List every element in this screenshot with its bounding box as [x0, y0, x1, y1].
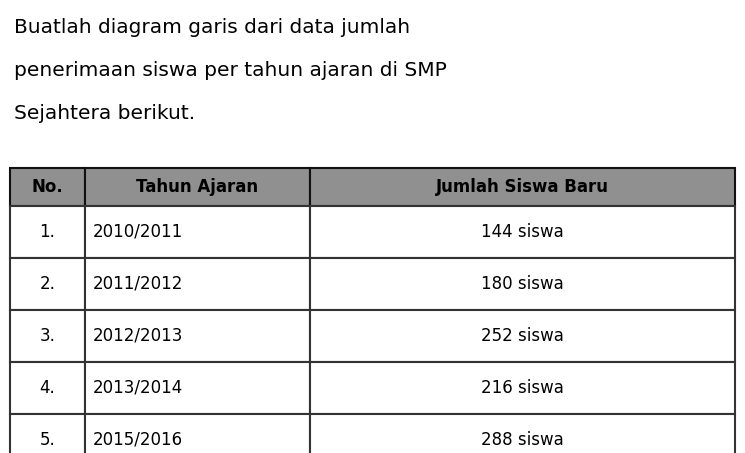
Bar [85, 258, 310, 310]
Bar [310, 310, 735, 362]
Bar [85, 310, 310, 362]
Bar [10, 168, 85, 206]
Text: 2015/2016: 2015/2016 [93, 431, 183, 449]
Bar [10, 362, 85, 414]
Bar [10, 206, 85, 258]
Text: Buatlah diagram garis dari data jumlah: Buatlah diagram garis dari data jumlah [14, 18, 410, 37]
Bar [10, 310, 85, 362]
Text: 180 siswa: 180 siswa [481, 275, 564, 293]
Text: 1.: 1. [39, 223, 55, 241]
Bar [85, 362, 310, 414]
Bar [310, 206, 735, 258]
Bar [310, 414, 735, 453]
Bar [10, 414, 85, 453]
Text: 2012/2013: 2012/2013 [93, 327, 183, 345]
Text: 216 siswa: 216 siswa [481, 379, 564, 397]
Text: Sejahtera berikut.: Sejahtera berikut. [14, 104, 195, 123]
Text: penerimaan siswa per tahun ajaran di SMP: penerimaan siswa per tahun ajaran di SMP [14, 61, 447, 80]
Bar [310, 258, 735, 310]
Text: 4.: 4. [39, 379, 55, 397]
Bar [310, 362, 735, 414]
Text: Jumlah Siswa Baru: Jumlah Siswa Baru [436, 178, 609, 196]
Bar [85, 206, 310, 258]
Text: 288 siswa: 288 siswa [481, 431, 564, 449]
Text: No.: No. [31, 178, 63, 196]
Text: 3.: 3. [39, 327, 55, 345]
Bar [310, 168, 735, 206]
Text: 252 siswa: 252 siswa [481, 327, 564, 345]
Bar [85, 168, 310, 206]
Text: 2010/2011: 2010/2011 [93, 223, 183, 241]
Bar [85, 414, 310, 453]
Text: 144 siswa: 144 siswa [481, 223, 564, 241]
Text: 5.: 5. [39, 431, 55, 449]
Bar [10, 258, 85, 310]
Text: Tahun Ajaran: Tahun Ajaran [136, 178, 259, 196]
Text: 2013/2014: 2013/2014 [93, 379, 183, 397]
Text: 2.: 2. [39, 275, 55, 293]
Text: 2011/2012: 2011/2012 [93, 275, 183, 293]
